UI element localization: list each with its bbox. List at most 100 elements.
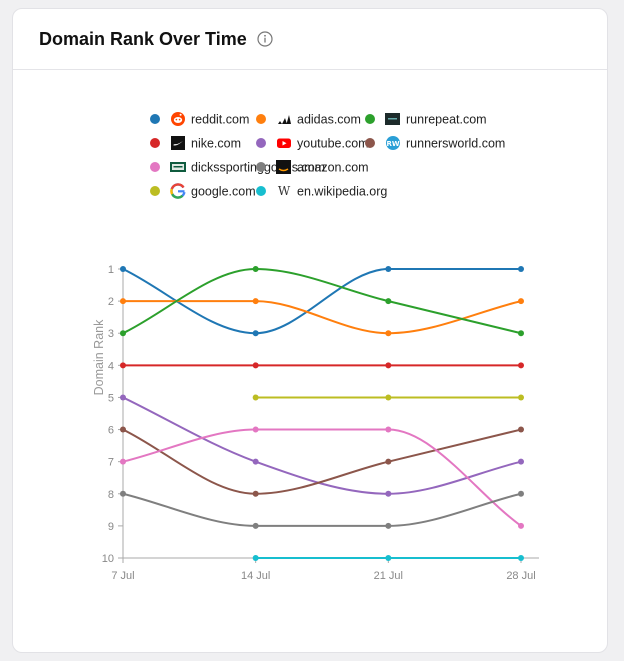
series-line	[122, 267, 521, 335]
legend-swatch	[365, 138, 375, 148]
series-line	[122, 396, 522, 495]
legend-swatch	[150, 114, 160, 124]
series-en-wikipedia-org[interactable]	[252, 555, 524, 561]
runrepeat-icon	[385, 113, 400, 125]
y-tick-label: 9	[108, 521, 114, 533]
series-adidas-com[interactable]	[120, 298, 524, 337]
data-point[interactable]	[385, 555, 392, 561]
data-point[interactable]	[518, 522, 524, 529]
series-nike-com[interactable]	[120, 362, 524, 369]
data-point[interactable]	[120, 266, 126, 272]
legend-label: amazon.com	[297, 161, 369, 175]
data-point[interactable]	[385, 298, 392, 305]
data-point[interactable]	[252, 426, 259, 433]
legend-label: youtube.com	[297, 137, 369, 151]
legend-swatch	[256, 186, 266, 196]
chart-area: reddit.com adidas.com runrepeat.com nike.co…	[13, 70, 607, 652]
card-title: Domain Rank Over Time	[39, 28, 247, 49]
domain-rank-card: Domain Rank Over Time reddit.com adidas.c…	[12, 8, 608, 653]
legend-item-runnersworld-com[interactable]: RW runnersworld.com	[365, 136, 505, 151]
series-line	[122, 267, 522, 335]
legend-swatch	[150, 186, 160, 196]
y-tick-label: 6	[108, 425, 114, 437]
data-point[interactable]	[385, 522, 392, 529]
data-point[interactable]	[385, 266, 392, 272]
data-point[interactable]	[120, 490, 126, 497]
legend-swatch	[150, 138, 160, 148]
legend-item-youtube-com[interactable]: youtube.com	[256, 137, 369, 151]
data-point[interactable]	[518, 362, 524, 369]
data-point[interactable]	[518, 394, 524, 401]
data-point[interactable]	[252, 330, 259, 337]
data-point[interactable]	[518, 490, 524, 497]
data-point[interactable]	[252, 458, 259, 465]
y-tick-label: 2	[108, 296, 114, 308]
legend-item-runrepeat-com[interactable]: runrepeat.com	[365, 113, 487, 127]
data-point[interactable]	[385, 490, 392, 497]
data-point[interactable]	[518, 555, 524, 561]
svg-text:W: W	[278, 184, 291, 198]
data-point[interactable]	[252, 394, 259, 401]
data-point[interactable]	[385, 458, 392, 465]
legend-label: google.com	[191, 185, 256, 199]
legend-item-adidas-com[interactable]: adidas.com	[256, 113, 361, 127]
series-line	[122, 428, 522, 527]
runnersworld-icon: RW	[386, 136, 400, 150]
nike-icon	[171, 136, 185, 150]
data-point[interactable]	[252, 298, 259, 305]
series-line	[122, 492, 522, 527]
data-point[interactable]	[518, 458, 524, 465]
series-reddit-com[interactable]	[120, 266, 524, 337]
data-point[interactable]	[518, 266, 524, 272]
info-circle-icon[interactable]	[257, 31, 273, 47]
data-point[interactable]	[518, 330, 524, 337]
data-point[interactable]	[385, 330, 392, 337]
google-icon	[170, 183, 186, 199]
legend-label: adidas.com	[297, 113, 361, 127]
legend-item-nike-com[interactable]: nike.com	[150, 136, 241, 151]
rank-line-chart: reddit.com adidas.com runrepeat.com nike.co…	[92, 112, 539, 582]
series-runnersworld-com[interactable]	[120, 426, 524, 497]
y-tick-label: 4	[108, 360, 114, 372]
card-header: Domain Rank Over Time	[13, 9, 607, 70]
legend-swatch	[256, 114, 266, 124]
data-point[interactable]	[252, 490, 259, 497]
data-point[interactable]	[120, 330, 126, 337]
data-point[interactable]	[385, 394, 392, 401]
y-tick-label: 8	[108, 489, 114, 501]
data-point[interactable]	[252, 555, 259, 561]
data-point[interactable]	[120, 362, 126, 369]
y-axis-title: Domain Rank	[92, 319, 106, 395]
data-point[interactable]	[120, 298, 126, 305]
series-amazon-com[interactable]	[120, 490, 524, 529]
legend-item-amazon-com[interactable]: amazon.com	[256, 160, 369, 175]
data-point[interactable]	[120, 458, 126, 465]
series-runrepeat-com[interactable]	[120, 266, 524, 337]
data-point[interactable]	[252, 266, 259, 272]
legend-label: nike.com	[191, 137, 241, 151]
legend-swatch	[256, 162, 266, 172]
data-point[interactable]	[252, 522, 259, 529]
svg-text:RW: RW	[386, 140, 399, 148]
series-google-com[interactable]	[252, 394, 524, 401]
series-dickssportinggoods-com[interactable]	[120, 426, 524, 529]
x-tick-label: 21 Jul	[374, 570, 403, 582]
legend-label: runnersworld.com	[406, 137, 505, 151]
legend-item-reddit-com[interactable]: reddit.com	[150, 112, 249, 127]
legend-item-google-com[interactable]: google.com	[150, 183, 256, 199]
series-youtube-com[interactable]	[120, 394, 524, 497]
data-point[interactable]	[518, 298, 524, 305]
data-point[interactable]	[385, 362, 392, 369]
legend-label: runrepeat.com	[406, 113, 487, 127]
series-line	[122, 300, 522, 335]
data-point[interactable]	[252, 362, 259, 369]
data-point[interactable]	[120, 426, 126, 433]
legend-swatch	[150, 162, 160, 172]
data-point[interactable]	[120, 394, 126, 401]
adidas-icon	[278, 115, 291, 124]
data-point[interactable]	[518, 426, 524, 433]
data-point[interactable]	[385, 426, 392, 433]
legend-label: en.wikipedia.org	[297, 185, 387, 199]
reddit-icon	[171, 112, 185, 126]
